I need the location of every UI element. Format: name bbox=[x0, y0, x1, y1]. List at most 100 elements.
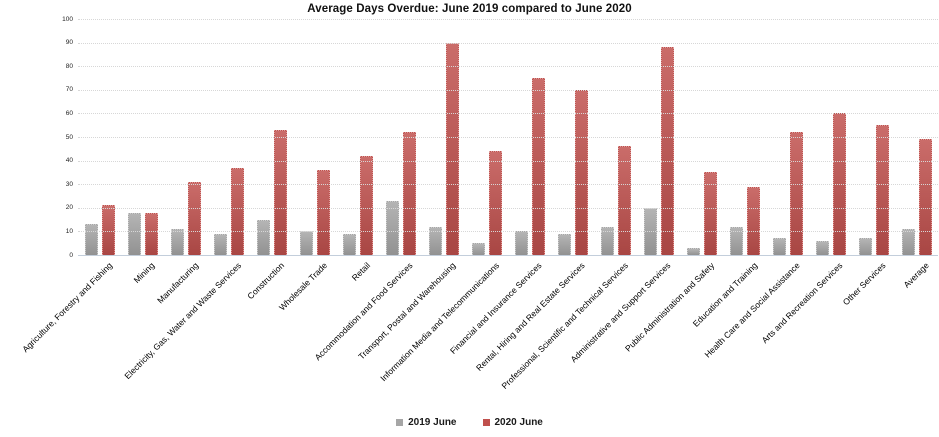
bar-2019-june bbox=[858, 238, 872, 255]
category-group bbox=[293, 19, 336, 255]
bar-2019-june bbox=[686, 247, 700, 256]
y-tick-label: 90 bbox=[65, 39, 73, 47]
plot-area bbox=[78, 19, 938, 256]
bar-2020-june bbox=[789, 132, 803, 255]
category-label: Information Media and Telecommunications bbox=[377, 260, 501, 384]
bar-2019-june bbox=[127, 212, 141, 256]
category-label: Financial and Insurance Services bbox=[448, 260, 544, 356]
gridline bbox=[78, 184, 938, 186]
bar-2020-june bbox=[273, 129, 287, 256]
legend-swatch-icon bbox=[396, 419, 404, 426]
category-label: Manufacturing bbox=[154, 260, 200, 306]
gridline bbox=[78, 231, 938, 233]
bar-2020-june bbox=[531, 78, 545, 255]
bar-2020-june bbox=[316, 170, 330, 255]
y-tick-label: 70 bbox=[65, 86, 73, 94]
y-axis: 0 10 20 30 40 50 60 70 80 90 100 bbox=[0, 15, 73, 259]
category-group bbox=[164, 19, 207, 256]
bar-2019-june bbox=[213, 233, 227, 256]
legend-label: 2019 June bbox=[408, 417, 457, 428]
y-tick-label: 10 bbox=[65, 227, 73, 235]
category-group bbox=[551, 19, 594, 256]
gridline bbox=[78, 89, 938, 91]
category-label: Average bbox=[901, 260, 931, 290]
category-label: Construction bbox=[245, 260, 286, 302]
category-label: Transport, Postal and Warehousing bbox=[356, 260, 458, 362]
legend-item-2019-june: 2019 June bbox=[396, 417, 457, 428]
gridline bbox=[78, 66, 938, 68]
bar-2019-june bbox=[901, 229, 915, 255]
bar-2019-june bbox=[84, 224, 98, 255]
gridline bbox=[78, 42, 938, 44]
y-tick-label: 50 bbox=[65, 133, 73, 141]
category-group bbox=[465, 19, 508, 255]
bar-2020-june bbox=[230, 167, 244, 256]
bar-2019-june bbox=[729, 226, 743, 256]
legend: 2019 June 2020 June bbox=[0, 417, 939, 428]
bar-2019-june bbox=[471, 243, 485, 255]
category-group bbox=[680, 19, 723, 256]
category-group bbox=[207, 19, 250, 256]
category-group bbox=[895, 19, 938, 255]
bar-2020-june bbox=[187, 181, 201, 256]
bar-2019-june bbox=[514, 231, 528, 255]
category-group bbox=[336, 19, 379, 256]
category-label: Public Administration and Safety bbox=[622, 260, 716, 354]
category-label: Administrative and Support Services bbox=[568, 260, 673, 365]
bar-2020-june bbox=[445, 42, 459, 256]
bar-groups bbox=[78, 19, 938, 256]
category-label: Arts and Recreation Services bbox=[759, 260, 845, 346]
y-tick-label: 20 bbox=[65, 204, 73, 212]
bar-2020-june bbox=[918, 139, 932, 255]
bar-2020-june bbox=[101, 205, 115, 255]
category-label: Agriculture, Forestry and Fishing bbox=[19, 260, 114, 355]
bar-2020-june bbox=[402, 132, 416, 255]
gridline bbox=[78, 113, 938, 115]
bar-2020-june bbox=[746, 186, 760, 256]
bar-2020-june bbox=[574, 89, 588, 256]
gridline bbox=[78, 207, 938, 209]
category-label: Rental, Hiring and Real Estate Services bbox=[474, 260, 587, 373]
legend-item-2020-june: 2020 June bbox=[482, 417, 543, 428]
chart-title: Average Days Overdue: June 2019 compared… bbox=[307, 3, 632, 15]
bar-2019-june bbox=[557, 233, 571, 256]
gridline bbox=[78, 19, 938, 20]
bar-2019-june bbox=[342, 233, 356, 256]
category-group bbox=[379, 19, 422, 256]
category-label: Retail bbox=[349, 260, 372, 283]
bar-2019-june bbox=[256, 219, 270, 256]
bar-2019-june bbox=[170, 229, 184, 255]
category-group bbox=[723, 19, 766, 256]
category-label: Health Care and Social Assistance bbox=[702, 260, 802, 360]
category-group bbox=[594, 19, 637, 256]
category-label: Accommodation and Food Services bbox=[312, 260, 415, 363]
y-tick-label: 40 bbox=[65, 157, 73, 165]
bar-2019-june bbox=[385, 200, 399, 256]
category-label: Electricity, Gas, Water and Waste Servic… bbox=[122, 260, 243, 382]
legend-swatch-icon bbox=[482, 419, 490, 426]
y-tick-label: 0 bbox=[69, 251, 73, 259]
y-tick-label: 100 bbox=[62, 15, 73, 23]
bar-2020-june bbox=[359, 155, 373, 256]
bar-2020-june bbox=[488, 151, 502, 255]
y-tick-label: 80 bbox=[65, 62, 73, 70]
bar-2019-june bbox=[600, 226, 614, 256]
category-group bbox=[852, 19, 895, 255]
y-tick-label: 30 bbox=[65, 180, 73, 188]
bar-2020-june bbox=[660, 47, 674, 255]
bar-2020-june bbox=[144, 212, 158, 256]
category-label: Education and Training bbox=[690, 260, 759, 329]
category-group bbox=[422, 19, 465, 256]
category-group bbox=[121, 19, 164, 256]
category-group bbox=[78, 19, 121, 255]
bar-2020-june bbox=[875, 125, 889, 255]
legend-label: 2020 June bbox=[494, 417, 543, 428]
bar-2020-june bbox=[617, 146, 631, 255]
x-axis-line bbox=[78, 255, 938, 256]
bar-2019-june bbox=[772, 238, 786, 255]
category-label: Wholesale Trade bbox=[276, 260, 329, 313]
gridline bbox=[78, 160, 938, 162]
bar-2019-june bbox=[815, 240, 829, 256]
category-group bbox=[508, 19, 551, 255]
